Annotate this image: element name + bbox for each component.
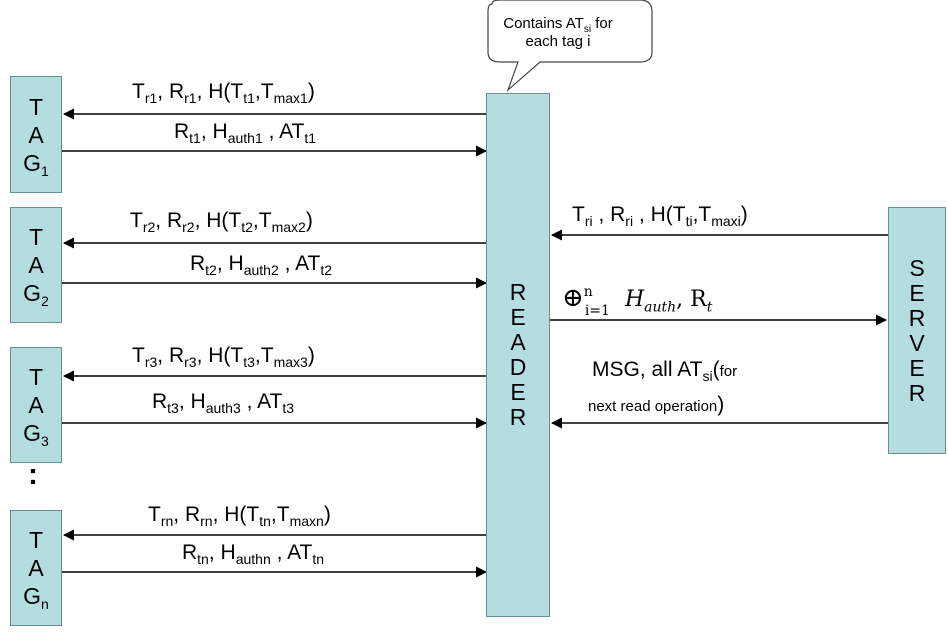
bubble-text: Contains ATsi for each tag i	[503, 15, 613, 50]
msg-tag2-request: Tr2, Rr2, H(Tt2,Tmax2)	[130, 209, 313, 235]
msg-tag3-response: Rt3, Hauth3 , ATt3	[152, 390, 295, 416]
msg-tag3-request: Tr3, Rr3, H(Tt3,Tmax3)	[132, 344, 315, 370]
msg-tag2-response: Rt2, Hauth2 , ATt2	[190, 252, 333, 278]
tag-3-box: T A G3	[10, 347, 62, 463]
msg-server-response-cont: next read operation)	[588, 393, 725, 416]
tag-2-box: T A G2	[10, 207, 62, 323]
msg-tagn-response: Rtn, Hauthn , ATtn	[182, 541, 325, 567]
tag-n-box: T A Gn	[10, 510, 62, 626]
msg-server-response: MSG, all ATsi(for	[592, 358, 738, 384]
msg-tag1-response: Rt1, Hauth1 , ATt1	[174, 120, 317, 146]
tag-1-box: T A G1	[10, 76, 62, 193]
msg-tag1-request: Tr1, Rr1, H(Tt1,Tmax1)	[132, 80, 315, 106]
tags-ellipsis: :	[28, 458, 38, 491]
msg-reader-to-server: ⊕ni=1 Hauth, Rt	[562, 283, 713, 320]
msg-server-request: Tri , Rri , H(Tti,Tmaxi)	[572, 203, 748, 229]
speech-bubble	[487, 0, 653, 92]
msg-tagn-request: Trn, Rrn, H(Ttn,Tmaxn)	[148, 503, 331, 529]
